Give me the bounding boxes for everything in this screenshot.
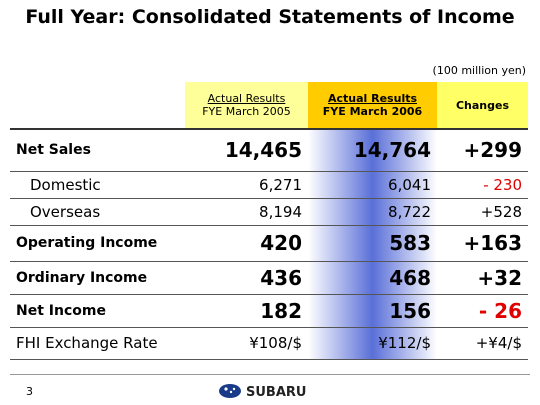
row-label: Domestic xyxy=(10,171,185,199)
header-line: Changes xyxy=(455,98,510,112)
cell: +163 xyxy=(437,225,528,262)
cell: - 26 xyxy=(437,294,528,328)
cell: 420 xyxy=(185,225,308,262)
row-label: Ordinary Income xyxy=(10,261,185,295)
table-row: Domestic 6,271 6,041- 230 xyxy=(10,171,528,199)
cell: 436 xyxy=(185,261,308,295)
title: Full Year: Consolidated Statements of In… xyxy=(25,6,515,28)
header-line: Actual Results xyxy=(327,92,418,105)
cell: +528 xyxy=(437,198,528,226)
header-line: FYE March 2006 xyxy=(322,105,423,118)
income-table: Actual Results FYE March 2005 Actual Resu… xyxy=(10,82,528,360)
header-line: FYE March 2005 xyxy=(202,105,291,118)
cell: ¥112/$ xyxy=(308,327,437,360)
page-number: 3 xyxy=(26,385,33,398)
column-header: Actual Results FYE March 2006 xyxy=(308,82,437,130)
cell: 6,271 xyxy=(185,171,308,199)
footer-rule xyxy=(10,374,530,375)
cell: 182 xyxy=(185,294,308,328)
cell: 156 xyxy=(308,294,437,328)
logo-text: SUBARU xyxy=(246,385,306,400)
cell: +32 xyxy=(437,261,528,295)
table-row: FHI Exchange Rate ¥108/$ ¥112/$ +¥4/$ xyxy=(10,327,528,360)
table-row: Overseas 8,194 8,722 +528 xyxy=(10,198,528,226)
cell: - 230 xyxy=(437,171,528,199)
header-line: Actual Results xyxy=(207,92,286,105)
column-header: Actual Results FYE March 2005 xyxy=(185,82,308,130)
cell: ¥108/$ xyxy=(185,327,308,360)
cell: 8,722 xyxy=(308,198,437,226)
column-header: Changes xyxy=(437,82,528,130)
row-label: Operating Income xyxy=(10,225,185,262)
cell: 468 xyxy=(308,261,437,295)
row-label: Overseas xyxy=(10,198,185,226)
table-row: Net Sales 14,465 14,764 +299 xyxy=(10,129,528,172)
cell: 14,465 xyxy=(185,129,308,172)
row-label: Net Sales xyxy=(10,129,185,172)
logo: SUBARU xyxy=(219,384,306,400)
row-label: Net Income xyxy=(10,294,185,328)
cell: +¥4/$ xyxy=(437,327,528,360)
cell: 6,041 xyxy=(308,171,437,199)
cell: +299 xyxy=(437,129,528,172)
unit-note: (100 million yen) xyxy=(432,64,526,77)
row-label: FHI Exchange Rate xyxy=(10,327,185,360)
header-row: Actual Results FYE March 2005 Actual Resu… xyxy=(10,82,528,130)
table-row: Net Income 182 156- 26 xyxy=(10,294,528,328)
cell: 583 xyxy=(308,225,437,262)
cell: 8,194 xyxy=(185,198,308,226)
cell: 14,764 xyxy=(308,129,437,172)
table-row: Ordinary Income 436 468 +32 xyxy=(10,261,528,295)
table-row: Operating Income 420 583 +163 xyxy=(10,225,528,262)
